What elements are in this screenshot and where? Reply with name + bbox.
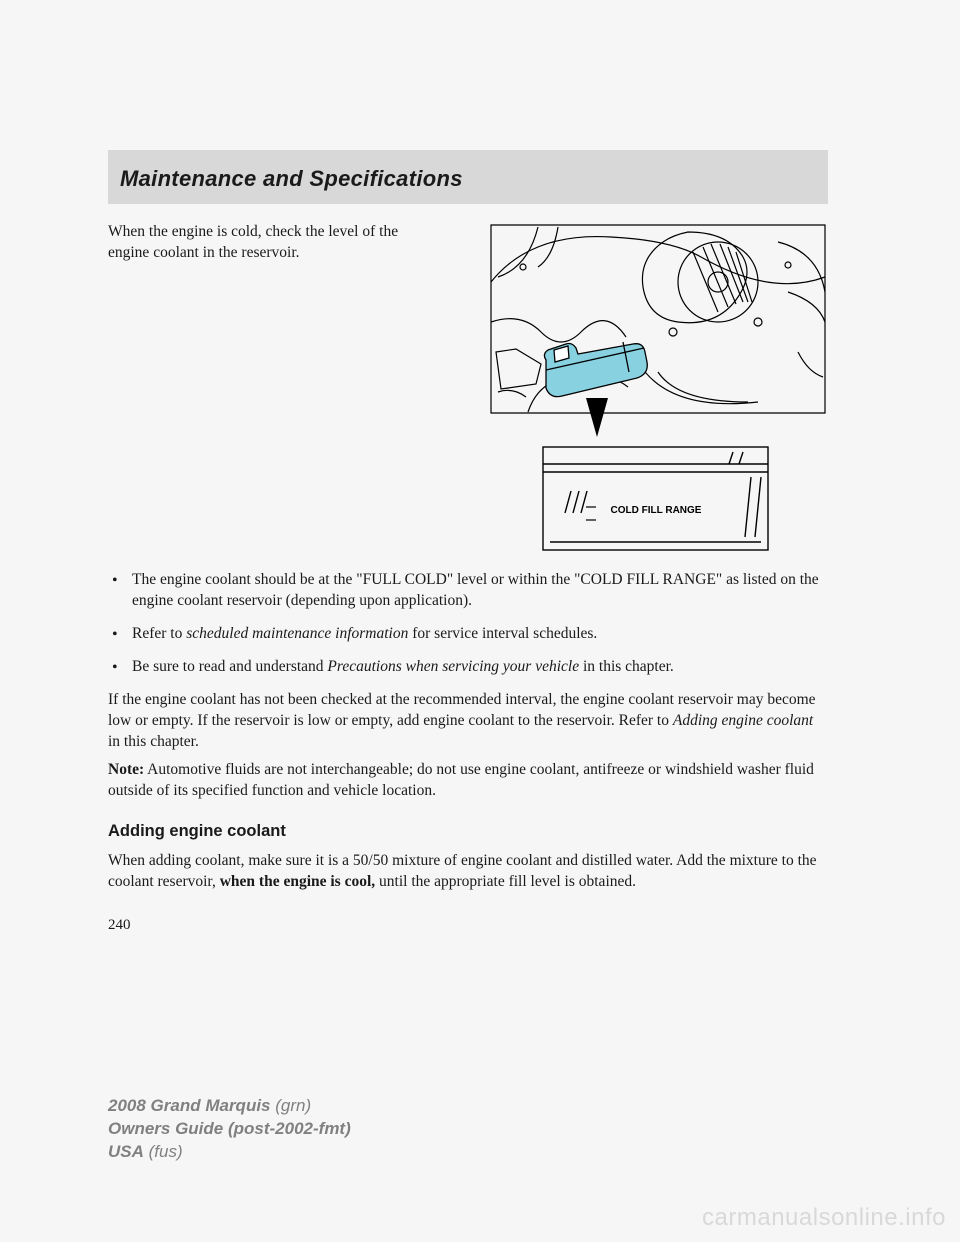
note-paragraph: Note: Automotive fluids are not intercha…: [108, 760, 828, 802]
fill-range-label: COLD FILL RANGE: [611, 505, 702, 516]
para-text: in this chapter.: [108, 733, 199, 750]
paragraph: If the engine coolant has not been check…: [108, 690, 828, 753]
footer-region: USA: [108, 1142, 144, 1161]
bullet-item: The engine coolant should be at the "FUL…: [132, 570, 828, 612]
section-header-bar: Maintenance and Specifications: [108, 150, 828, 204]
sub-heading: Adding engine coolant: [108, 822, 828, 841]
page-content: Maintenance and Specifications When the …: [108, 150, 828, 934]
para-em: Adding engine coolant: [673, 712, 813, 729]
intro-paragraph: When the engine is cold, check the level…: [108, 222, 408, 264]
footer-line-3: USA (fus): [108, 1141, 351, 1164]
page-number: 240: [108, 917, 828, 934]
footer-model-code: (grn): [275, 1096, 311, 1115]
engine-diagram: COLD FILL RANGE: [488, 222, 828, 557]
bullet-item: Refer to scheduled maintenance informati…: [132, 624, 828, 645]
footer-region-code: (fus): [149, 1142, 183, 1161]
engine-bay-illustration: COLD FILL RANGE: [488, 222, 828, 552]
note-label: Note:: [108, 761, 144, 778]
bullet-text: The engine coolant should be at the "FUL…: [132, 571, 819, 609]
footer-line-2: Owners Guide (post-2002-fmt): [108, 1118, 351, 1141]
footer: 2008 Grand Marquis (grn) Owners Guide (p…: [108, 1095, 351, 1164]
pointer-arrow-icon: [586, 398, 608, 437]
bullet-em: scheduled maintenance information: [186, 625, 408, 642]
footer-line-1: 2008 Grand Marquis (grn): [108, 1095, 351, 1118]
intro-row: When the engine is cold, check the level…: [108, 222, 828, 552]
note-text: Automotive fluids are not interchangeabl…: [108, 761, 814, 799]
section-title: Maintenance and Specifications: [120, 166, 816, 192]
bullet-em: Precautions when servicing your vehicle: [327, 658, 579, 675]
paragraph: When adding coolant, make sure it is a 5…: [108, 851, 828, 893]
para-strong: when the engine is cool,: [220, 873, 375, 890]
bullet-text: for service interval schedules.: [408, 625, 597, 642]
bullet-text: in this chapter.: [579, 658, 674, 675]
watermark: carmanualsonline.info: [702, 1204, 946, 1232]
bullet-text: Refer to: [132, 625, 186, 642]
footer-model: 2008 Grand Marquis: [108, 1096, 271, 1115]
bullet-item: Be sure to read and understand Precautio…: [132, 657, 828, 678]
para-text: until the appropriate fill level is obta…: [375, 873, 636, 890]
bullet-text: Be sure to read and understand: [132, 658, 327, 675]
bullet-list: The engine coolant should be at the "FUL…: [108, 570, 828, 678]
